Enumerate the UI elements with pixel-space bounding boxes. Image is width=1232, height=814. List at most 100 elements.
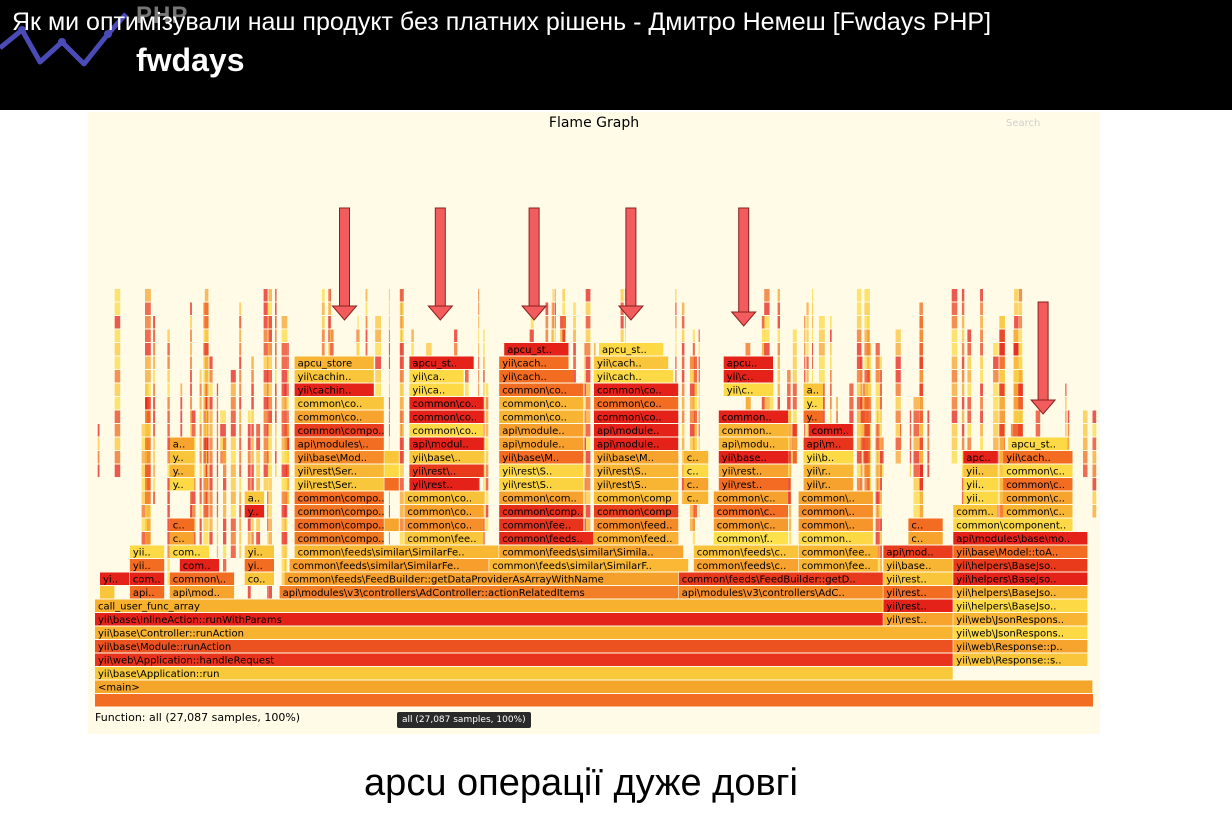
flame-frame[interactable] [875,424,880,437]
flame-frame[interactable] [694,424,698,437]
flame-frame[interactable] [190,370,192,383]
flame-frame[interactable] [209,410,213,424]
flame-frame[interactable] [554,329,557,343]
flame-frame[interactable] [895,383,901,397]
flame-frame[interactable] [879,559,882,572]
flame-frame[interactable] [399,532,404,545]
flame-frame[interactable] [199,518,202,532]
flame-frame[interactable]: co.. [244,572,274,586]
flame-frame[interactable] [267,586,269,599]
flame-frame[interactable]: common\co.. [499,410,584,424]
flame-frame[interactable] [329,302,332,316]
flame-frame[interactable] [267,532,269,545]
flame-frame[interactable] [281,329,288,343]
flame-frame[interactable]: yii\rest\S.. [594,464,679,478]
flame-frame[interactable]: common\compo.. [294,505,385,518]
flame-frame[interactable] [895,410,901,424]
flame-frame[interactable] [205,464,207,478]
flame-frame[interactable] [263,437,268,451]
flame-frame[interactable] [875,478,880,491]
flame-frame[interactable] [268,491,273,505]
flame-frame[interactable] [209,356,213,370]
flame-frame[interactable] [268,302,273,316]
flame-frame[interactable] [281,464,288,478]
flame-frame[interactable]: yii.. [963,464,998,478]
flame-frame[interactable]: yii\base\Application::run [95,667,953,680]
flame-frame[interactable] [552,329,554,343]
flame-frame[interactable]: a.. [169,437,195,451]
flame-frame[interactable]: common\c.. [713,518,788,532]
flame-frame[interactable] [388,289,390,302]
flame-frame[interactable]: yii\rest\.. [409,464,484,478]
flame-frame[interactable]: <main> [95,680,1093,694]
flame-frame[interactable] [263,370,268,383]
flame-frame[interactable] [239,370,242,383]
flame-frame[interactable] [681,491,685,505]
flame-frame[interactable] [375,370,381,383]
flame-frame[interactable] [465,383,469,397]
flame-frame[interactable] [483,410,485,424]
flame-frame[interactable]: y.. [244,505,265,518]
flame-frame[interactable] [951,383,958,397]
flame-frame[interactable] [180,424,183,437]
flame-frame[interactable]: common\co.. [409,424,484,437]
flame-frame[interactable] [675,302,677,316]
flame-frame[interactable]: comm.. [953,505,998,518]
flame-frame[interactable] [545,302,549,316]
flame-frame[interactable] [153,383,156,397]
flame-frame[interactable] [268,356,273,370]
flame-frame[interactable] [247,451,251,464]
flame-frame[interactable] [375,343,381,356]
flame-frame[interactable] [239,464,242,478]
flame-frame[interactable] [230,478,236,491]
flame-frame[interactable] [585,356,591,370]
flame-frame[interactable] [919,464,923,478]
flame-frame[interactable] [209,437,213,451]
flame-frame[interactable] [485,383,489,397]
flame-frame[interactable]: common\fee.. [798,559,878,572]
flame-frame[interactable] [913,397,920,410]
flame-frame[interactable] [764,316,770,329]
flame-frame[interactable] [980,316,983,329]
flame-frame[interactable] [879,397,882,410]
flame-frame[interactable] [285,464,290,478]
flame-frame[interactable] [913,410,920,424]
flame-frame[interactable] [223,545,227,559]
flame-frame[interactable] [875,532,880,545]
flame-frame[interactable] [689,518,695,532]
flame-frame[interactable]: apcu_store [294,356,374,370]
flame-frame[interactable] [267,424,269,437]
flame-frame[interactable]: yii\base\Mod.. [294,451,384,464]
flame-frame[interactable] [267,370,269,383]
flame-frame[interactable] [927,464,930,478]
flame-frame[interactable]: yii\cach.. [594,356,669,370]
flame-frame[interactable] [951,370,958,383]
flame-frame[interactable] [1067,410,1070,424]
flame-frame[interactable] [267,491,269,505]
flame-frame[interactable] [281,370,288,383]
flame-frame[interactable] [980,383,983,397]
flame-frame[interactable] [223,437,227,451]
flame-frame[interactable] [267,356,269,370]
flame-frame[interactable] [478,289,480,302]
flame-frame[interactable]: yii\web\Response::s.. [953,653,1088,667]
flame-frame[interactable] [230,464,236,478]
flame-frame[interactable] [777,397,780,410]
flame-frame[interactable]: api\modules\base\mo.. [953,532,1088,545]
flame-frame[interactable] [263,329,268,343]
flame-frame[interactable] [145,410,151,424]
flame-frame[interactable] [485,424,489,437]
flame-frame[interactable] [399,329,404,343]
flame-frame[interactable] [745,343,751,356]
flame-frame[interactable]: yii\rest.. [718,464,789,478]
flame-frame[interactable]: common\c.. [1003,478,1073,491]
flame-frame[interactable] [1017,424,1023,437]
flame-frame[interactable] [584,464,586,478]
flame-frame[interactable] [585,289,591,302]
flame-frame[interactable] [585,397,591,410]
flame-frame[interactable] [239,545,242,559]
flame-frame[interactable] [675,370,677,383]
flame-frame[interactable] [167,329,170,343]
flame-frame[interactable]: common\co.. [409,410,484,424]
flame-frame[interactable] [281,424,288,437]
